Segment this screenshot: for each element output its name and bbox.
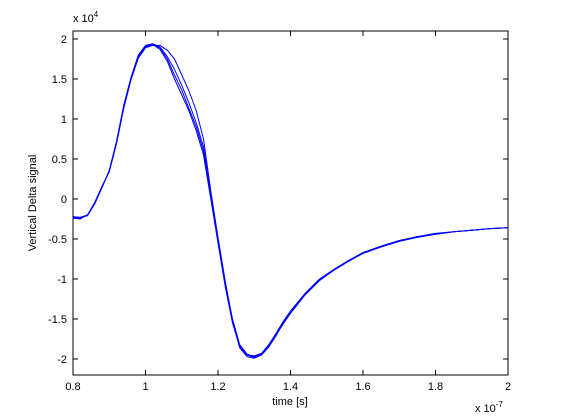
- x-axis-label: time [s]: [272, 396, 307, 408]
- x-exponent-power: -7: [496, 400, 504, 409]
- y-tick-label: -1: [57, 274, 67, 286]
- x-exponent-label: x 10-7: [475, 400, 503, 415]
- y-tick-label: -0.5: [48, 234, 67, 246]
- x-tick-label: 0.8: [65, 381, 80, 393]
- x-tick-label: 1.4: [283, 381, 298, 393]
- plot-area: [72, 30, 509, 376]
- x-tick-label: 1.6: [355, 381, 370, 393]
- y-tick-label: 0.5: [52, 154, 67, 166]
- x-tick-label: 1.8: [428, 381, 443, 393]
- y-tick-label: 0: [61, 194, 67, 206]
- series-layer: [72, 43, 509, 359]
- x-tick-label: 1.2: [210, 381, 225, 393]
- y-tick-label: 1: [61, 114, 67, 126]
- y-exponent-power: 4: [94, 10, 99, 19]
- y-tick-label: -1.5: [48, 314, 67, 326]
- series-line-4: [72, 44, 509, 358]
- ticks-layer: 0.8 1 1.2 1.4 1.6 1.8 2 -2 -1.5 -1 -0.5 0 0.5 1 1.5 2: [48, 31, 511, 393]
- y-tick-label: 1.5: [52, 74, 67, 86]
- x-tick-label: 1: [142, 381, 148, 393]
- y-tick-label: 2: [61, 34, 67, 46]
- y-exponent-label: x 104: [73, 10, 99, 25]
- x-tick-label: 2: [505, 381, 511, 393]
- y-tick-label: -2: [57, 354, 67, 366]
- y-axis-label: Vertical Delta signal: [27, 155, 39, 252]
